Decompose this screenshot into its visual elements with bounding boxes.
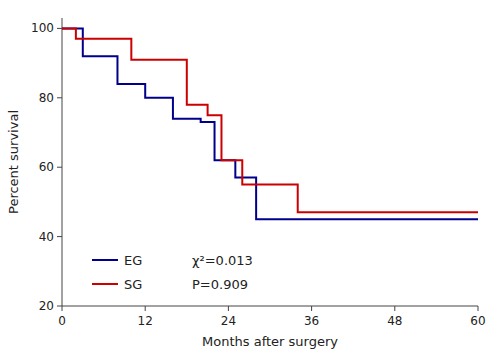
y-tick xyxy=(57,28,62,29)
legend-swatch xyxy=(92,259,118,261)
x-tick-label: 0 xyxy=(58,314,66,328)
legend-label: SG xyxy=(124,277,142,292)
series-line xyxy=(62,28,478,219)
y-tick xyxy=(57,306,62,307)
y-tick xyxy=(57,236,62,237)
y-tick-label: 40 xyxy=(39,230,54,244)
x-axis-label: Months after surgery xyxy=(202,334,338,349)
plot-area xyxy=(62,28,478,219)
x-tick xyxy=(145,306,146,311)
legend-swatch xyxy=(92,283,118,285)
x-tick-label: 36 xyxy=(304,314,319,328)
x-tick xyxy=(394,306,395,311)
y-tick-label: 80 xyxy=(39,91,54,105)
x-tick xyxy=(62,306,63,311)
y-tick xyxy=(57,167,62,168)
y-tick-label: 100 xyxy=(31,21,54,35)
y-tick-label: 60 xyxy=(39,160,54,174)
legend: EG SG xyxy=(92,253,142,292)
x-axis-line xyxy=(62,306,478,307)
y-axis-label: Percent survival xyxy=(6,110,21,214)
x-tick xyxy=(478,306,479,311)
y-axis-line xyxy=(62,18,63,306)
legend-label: EG xyxy=(124,253,142,268)
x-tick xyxy=(311,306,312,311)
x-tick xyxy=(228,306,229,311)
series-line xyxy=(62,28,478,212)
annotation: P=0.909 xyxy=(192,277,248,292)
x-tick-label: 48 xyxy=(387,314,402,328)
x-tick-label: 12 xyxy=(138,314,153,328)
x-tick-label: 60 xyxy=(470,314,485,328)
y-tick xyxy=(57,97,62,98)
chart: 0 12 24 36 48 60 20 40 60 80 100 Months after surge… xyxy=(0,0,500,358)
x-tick-label: 24 xyxy=(221,314,236,328)
y-tick-label: 20 xyxy=(39,299,54,313)
annotation: χ²=0.013 xyxy=(192,253,253,268)
